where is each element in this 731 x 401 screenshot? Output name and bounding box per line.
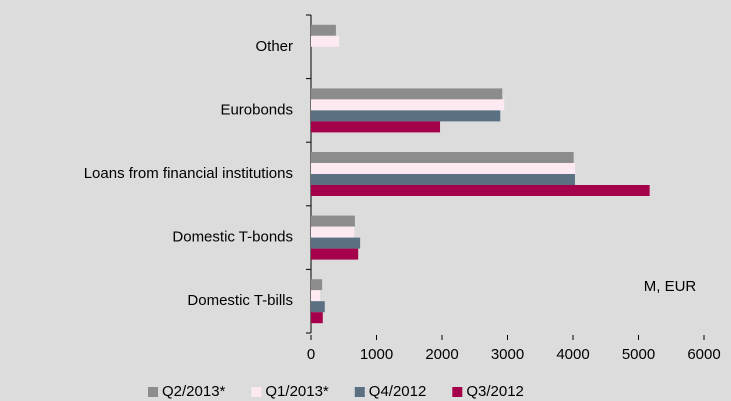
x-tick-label: 5000 <box>622 346 655 363</box>
legend-swatch <box>251 387 262 397</box>
bar <box>311 35 340 47</box>
bar <box>311 88 503 100</box>
bar <box>311 226 355 238</box>
x-tick-label: 0 <box>307 346 315 363</box>
bar <box>311 110 501 122</box>
x-tick-label: 2000 <box>425 346 458 363</box>
bar <box>311 163 575 174</box>
bar <box>311 237 361 249</box>
legend-label: Q2/2013* <box>162 383 226 400</box>
legend-swatch <box>452 387 463 397</box>
y-tick-label: Domestic T-bills <box>187 292 293 309</box>
bar <box>311 185 650 196</box>
bar <box>311 121 441 133</box>
bar <box>311 99 505 111</box>
x-tick-label: 3000 <box>491 346 524 363</box>
y-tick-label: Loans from financial institutions <box>84 165 293 182</box>
bar <box>311 279 323 291</box>
y-tick-label: Domestic T-bonds <box>172 229 293 246</box>
legend-swatch <box>354 387 365 397</box>
y-tick-label: Other <box>255 38 293 55</box>
x-tick-label: 1000 <box>360 346 393 363</box>
legend-label: Q4/2012 <box>369 383 427 400</box>
bar <box>311 24 336 36</box>
x-tick-label: 6000 <box>687 346 720 363</box>
bar <box>311 248 359 260</box>
x-tick-label: 4000 <box>556 346 589 363</box>
bar <box>311 174 575 185</box>
legend-label: Q3/2012 <box>466 383 524 400</box>
bar <box>311 290 321 302</box>
annotation: M, EUR <box>644 278 697 295</box>
bar <box>311 152 574 163</box>
bar <box>311 301 325 313</box>
y-tick-label: Eurobonds <box>220 101 293 118</box>
bar <box>311 312 323 324</box>
legend-label: Q1/2013* <box>265 383 329 400</box>
legend-swatch <box>148 387 158 397</box>
bar <box>311 215 355 227</box>
